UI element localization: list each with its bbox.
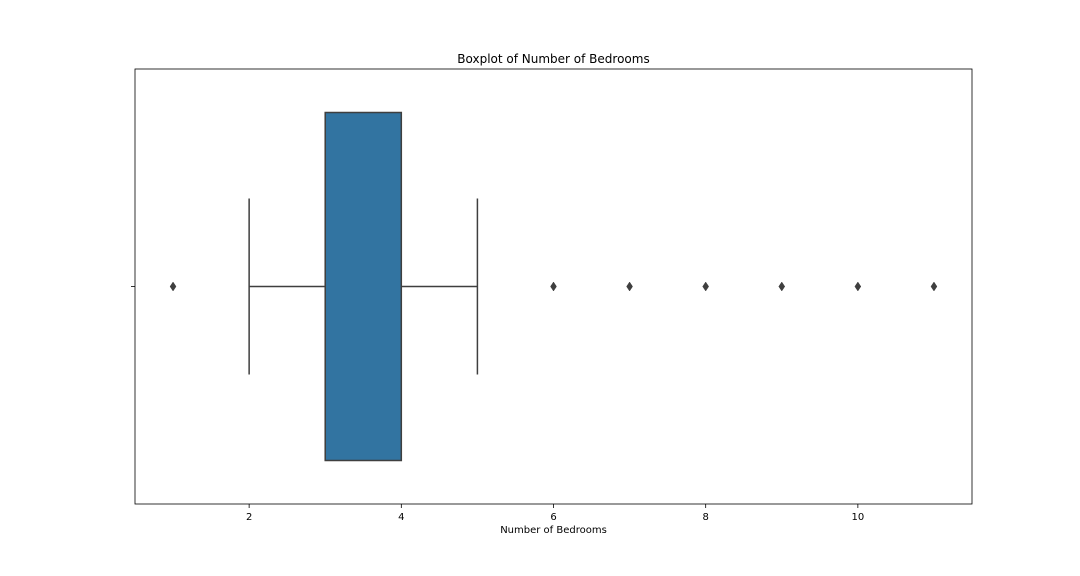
x-axis: 2 4 6 8 10 xyxy=(246,504,864,523)
outlier-point xyxy=(854,281,862,292)
outlier-point xyxy=(550,281,557,292)
x-tick-label: 10 xyxy=(851,512,864,523)
x-tick-label: 8 xyxy=(702,512,708,523)
x-tick-label: 2 xyxy=(246,512,252,523)
outlier-point xyxy=(702,281,709,292)
plot-area xyxy=(131,111,938,462)
chart-title: Boxplot of Number of Bedrooms xyxy=(457,52,649,66)
outlier-point xyxy=(169,281,177,292)
outlier-point xyxy=(626,281,633,292)
x-tick-label: 4 xyxy=(398,512,404,523)
x-axis-label: Number of Bedrooms xyxy=(500,525,607,536)
outlier-point xyxy=(778,281,786,292)
outlier-point xyxy=(930,281,938,292)
x-tick-label: 6 xyxy=(550,512,556,523)
box-iqr xyxy=(324,111,403,462)
